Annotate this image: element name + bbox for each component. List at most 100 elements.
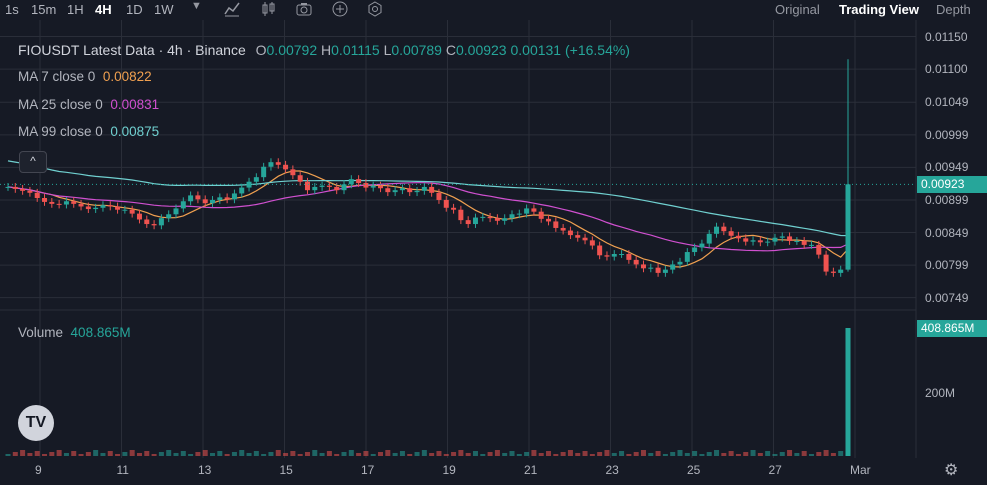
volume-bar bbox=[677, 450, 683, 456]
candle bbox=[531, 204, 537, 216]
collapse-legend-button[interactable]: ^ bbox=[19, 151, 47, 173]
volume-bar bbox=[830, 453, 836, 456]
timeframe-1h[interactable]: 1H bbox=[67, 2, 84, 17]
candle bbox=[670, 260, 676, 274]
volume-bar bbox=[370, 454, 376, 456]
candle bbox=[202, 195, 208, 208]
candle bbox=[319, 181, 325, 191]
volume-bar bbox=[392, 453, 398, 456]
volume-bar bbox=[63, 453, 69, 456]
chevron-down-icon[interactable]: ▼ bbox=[191, 0, 202, 12]
volume-bar bbox=[626, 454, 632, 456]
time-tick-label: 21 bbox=[524, 463, 538, 477]
volume-bar bbox=[735, 454, 741, 456]
candle bbox=[78, 199, 84, 211]
candle bbox=[546, 214, 552, 226]
timeframe-1w[interactable]: 1W bbox=[154, 2, 174, 17]
volume-bar bbox=[582, 451, 588, 456]
view-original[interactable]: Original bbox=[775, 2, 820, 17]
timeframe-1d[interactable]: 1D bbox=[126, 2, 143, 17]
volume-bar bbox=[531, 450, 537, 456]
time-tick-label: 11 bbox=[116, 463, 129, 477]
candle-type-icon[interactable] bbox=[260, 1, 276, 20]
volume-bar bbox=[443, 454, 449, 456]
timeframe-1s[interactable]: 1s bbox=[5, 2, 19, 17]
ohlc-values: O0.00792 H0.01115 L0.00789 C0.00923 0.00… bbox=[255, 42, 630, 58]
settings-icon[interactable] bbox=[367, 1, 383, 20]
price-tick-label: 0.01100 bbox=[925, 62, 968, 77]
candle bbox=[210, 196, 216, 208]
candle bbox=[604, 251, 610, 261]
candle bbox=[451, 203, 457, 214]
view-depth[interactable]: Depth bbox=[936, 2, 971, 17]
time-tick-label: 13 bbox=[198, 463, 212, 477]
volume-bar bbox=[246, 453, 252, 456]
candle bbox=[261, 162, 267, 182]
candle bbox=[589, 236, 595, 250]
price-tick-label: 0.00749 bbox=[925, 290, 969, 305]
volume-bar bbox=[100, 453, 106, 456]
candle bbox=[757, 236, 763, 247]
candle bbox=[341, 180, 347, 195]
volume-bar bbox=[20, 450, 26, 456]
volume-bar bbox=[202, 450, 208, 456]
volume-bar bbox=[604, 450, 610, 456]
volume-bar bbox=[42, 454, 48, 456]
candle bbox=[122, 205, 128, 214]
volume-bar bbox=[787, 450, 793, 456]
candle bbox=[772, 233, 778, 246]
candle bbox=[224, 193, 230, 204]
volume-bar bbox=[538, 453, 544, 456]
volume-bar bbox=[494, 450, 500, 456]
candle bbox=[370, 181, 376, 192]
candle bbox=[231, 189, 237, 204]
view-trading-view[interactable]: Trading View bbox=[839, 2, 919, 17]
chart-settings-icon[interactable]: ⚙ bbox=[944, 462, 959, 479]
timeframe-4h[interactable]: 4H bbox=[95, 2, 112, 17]
volume-bar bbox=[107, 451, 113, 456]
candle bbox=[399, 184, 405, 195]
volume-bar bbox=[414, 452, 420, 456]
candle bbox=[494, 214, 500, 225]
volume-bar bbox=[290, 451, 296, 456]
camera-icon[interactable] bbox=[296, 1, 312, 20]
volume-bar bbox=[34, 451, 40, 456]
volume-bar bbox=[743, 452, 749, 456]
candle bbox=[655, 263, 661, 277]
candle bbox=[348, 175, 354, 189]
low-value: 0.00789 bbox=[391, 42, 442, 58]
volume-bar bbox=[210, 453, 216, 456]
candle bbox=[166, 210, 172, 223]
candle bbox=[188, 191, 194, 206]
price-tick-label: 0.00999 bbox=[925, 127, 969, 142]
price-tick-label: 0.00849 bbox=[925, 225, 969, 240]
volume-bar bbox=[472, 451, 478, 456]
candle bbox=[480, 212, 486, 222]
time-tick-label: 27 bbox=[768, 463, 782, 477]
volume-bar bbox=[56, 450, 62, 456]
indicator-chart-icon[interactable] bbox=[224, 1, 240, 20]
timeframe-15m[interactable]: 15m bbox=[31, 2, 57, 17]
volume-bar bbox=[253, 451, 259, 456]
candle bbox=[421, 183, 427, 195]
candle bbox=[253, 173, 259, 186]
volume-bar bbox=[772, 454, 778, 456]
volume-bar bbox=[640, 450, 646, 456]
volume-bar bbox=[136, 453, 142, 456]
volume-bar bbox=[757, 453, 763, 456]
volume-bar bbox=[451, 452, 457, 456]
chart-grid bbox=[0, 20, 916, 458]
candle bbox=[151, 220, 157, 230]
moving-average-lines bbox=[7, 160, 849, 268]
volume-bar bbox=[692, 451, 698, 456]
candle bbox=[735, 231, 741, 243]
volume-bar bbox=[765, 451, 771, 456]
candle bbox=[816, 240, 822, 259]
candle bbox=[830, 267, 836, 277]
candle bbox=[465, 216, 471, 228]
plus-circle-icon[interactable] bbox=[332, 1, 348, 20]
tradingview-logo[interactable]: TV bbox=[18, 405, 54, 441]
volume-bar bbox=[480, 454, 486, 456]
price-tick-label: 0.00949 bbox=[925, 160, 969, 175]
